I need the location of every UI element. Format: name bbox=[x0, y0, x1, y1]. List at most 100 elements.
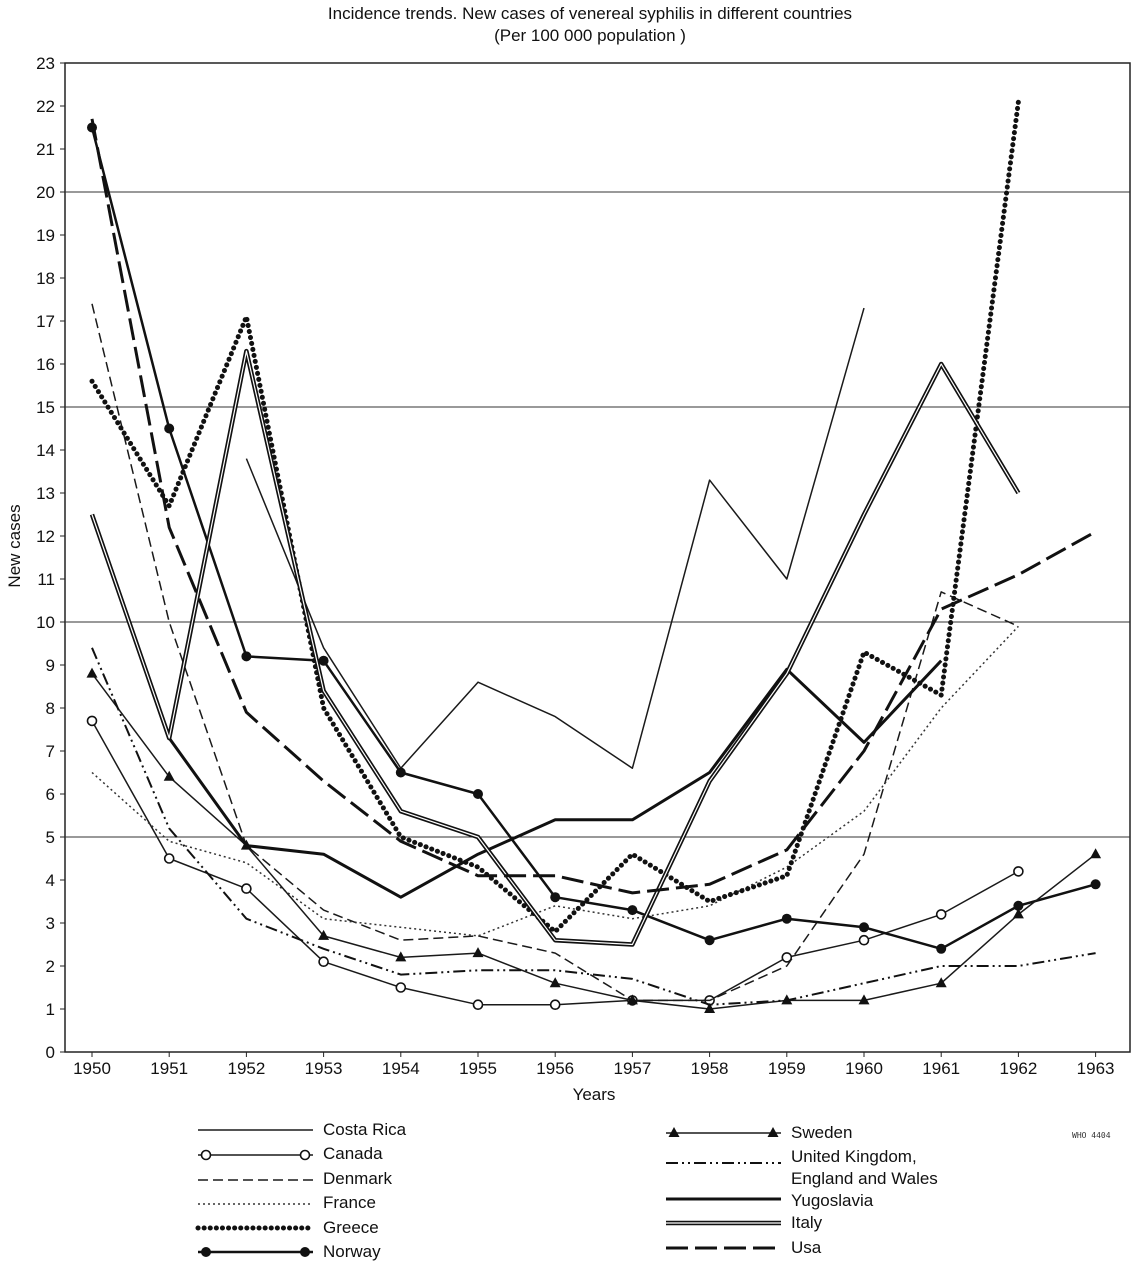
point-sweden-1950 bbox=[86, 667, 98, 678]
series-line-norway bbox=[90, 127, 1096, 951]
point-norway-1958 bbox=[704, 935, 715, 946]
point-sweden-1956 bbox=[549, 977, 561, 988]
legend-label-yugoslavia: Yugoslavia bbox=[791, 1191, 874, 1210]
x-tick-label-1961: 1961 bbox=[922, 1059, 960, 1078]
point-norway-1952 bbox=[241, 651, 252, 662]
point-norway-1959 bbox=[781, 913, 792, 924]
y-tick-label-11: 11 bbox=[37, 570, 55, 589]
x-tick-label-1953: 1953 bbox=[305, 1059, 343, 1078]
x-tick-label-1950: 1950 bbox=[73, 1059, 111, 1078]
legend-label-italy: Italy bbox=[791, 1213, 823, 1232]
point-canada-1953 bbox=[318, 956, 329, 968]
legend-label-norway: Norway bbox=[323, 1242, 381, 1261]
y-tick-label-12: 12 bbox=[36, 527, 55, 546]
y-tick-label-19: 19 bbox=[36, 226, 55, 245]
x-tick-label-1954: 1954 bbox=[382, 1059, 420, 1078]
y-tick-label-6: 6 bbox=[46, 785, 55, 804]
point-canada-1961 bbox=[935, 909, 947, 920]
y-tick-label-10: 10 bbox=[36, 613, 55, 632]
point-sweden-1960 bbox=[858, 994, 870, 1005]
point-sweden-1954 bbox=[395, 951, 407, 962]
point-sweden-1953 bbox=[318, 929, 330, 940]
point-sweden-1962 bbox=[1012, 908, 1024, 919]
series-line-uk bbox=[91, 647, 1096, 1006]
series-line-yugoslavia bbox=[90, 514, 943, 899]
x-tick-label-1955: 1955 bbox=[459, 1059, 497, 1078]
point-sweden-1961 bbox=[935, 977, 947, 988]
x-axis-label: Years bbox=[573, 1085, 616, 1104]
legend-label-costa-rica: Costa Rica bbox=[323, 1120, 407, 1139]
point-norway-1962 bbox=[1013, 900, 1024, 911]
y-tick-label-21: 21 bbox=[36, 140, 55, 159]
legend-label-france: France bbox=[323, 1193, 376, 1212]
y-tick-label-3: 3 bbox=[46, 914, 55, 933]
legend-label-usa: Usa bbox=[791, 1238, 822, 1257]
point-norway-1955 bbox=[473, 789, 483, 799]
legend-marker-sweden-b bbox=[767, 1127, 779, 1137]
y-tick-label-2: 2 bbox=[46, 957, 55, 976]
y-tick-label-5: 5 bbox=[46, 828, 55, 847]
legend-label-uk-line1: United Kingdom, bbox=[791, 1147, 917, 1166]
series-line-italy bbox=[89, 348, 1021, 947]
point-norway-1951 bbox=[164, 423, 175, 434]
legend-marker-sweden-a bbox=[668, 1127, 680, 1137]
point-canada-1962 bbox=[1013, 866, 1024, 877]
y-tick-label-18: 18 bbox=[36, 269, 55, 288]
series-line-canada bbox=[91, 720, 1019, 1006]
x-tick-label-1951: 1951 bbox=[150, 1059, 188, 1078]
who-stamp: WHO 4404 bbox=[1072, 1131, 1111, 1140]
y-tick-label-14: 14 bbox=[36, 441, 55, 460]
point-norway-1960 bbox=[859, 922, 869, 933]
y-tick-label-23: 23 bbox=[36, 54, 55, 73]
x-tick-label-1958: 1958 bbox=[691, 1059, 729, 1078]
y-tick-label-9: 9 bbox=[46, 656, 55, 675]
series-line-france bbox=[91, 625, 1019, 937]
chart-subtitle: (Per 100 000 population ) bbox=[494, 26, 686, 45]
legend-label-canada: Canada bbox=[323, 1144, 383, 1163]
legend-marker-norway-a bbox=[201, 1247, 211, 1257]
point-canada-1959 bbox=[781, 952, 793, 963]
point-norway-1954 bbox=[395, 767, 406, 778]
y-tick-label-7: 7 bbox=[46, 742, 55, 761]
y-tick-label-4: 4 bbox=[46, 871, 55, 890]
point-canada-1952 bbox=[241, 883, 252, 894]
point-sweden-1957 bbox=[626, 994, 638, 1005]
y-tick-label-16: 16 bbox=[36, 355, 55, 374]
point-canada-1960 bbox=[858, 934, 870, 946]
plot-frame bbox=[64, 62, 1131, 1053]
legend-marker-norway-b bbox=[300, 1247, 310, 1257]
y-tick-label-15: 15 bbox=[36, 398, 55, 417]
x-tick-label-1957: 1957 bbox=[613, 1059, 651, 1078]
legend-label-greece: Greece bbox=[323, 1218, 379, 1237]
point-norway-1956 bbox=[550, 892, 561, 903]
point-canada-1954 bbox=[395, 982, 407, 993]
y-tick-label-17: 17 bbox=[36, 312, 55, 331]
y-tick-label-13: 13 bbox=[36, 484, 55, 503]
legend-marker-canada-a bbox=[200, 1149, 212, 1161]
point-sweden-1963 bbox=[1090, 848, 1102, 859]
legend-label-sweden: Sweden bbox=[791, 1123, 853, 1142]
x-tick-label-1962: 1962 bbox=[999, 1059, 1037, 1078]
series-line-italy-inner bbox=[91, 350, 1019, 946]
point-canada-1951 bbox=[163, 853, 175, 864]
point-canada-1955 bbox=[472, 999, 484, 1011]
y-tick-label-0: 0 bbox=[46, 1043, 55, 1062]
y-tick-label-1: 1 bbox=[46, 1000, 55, 1019]
legend-marker-canada-b bbox=[299, 1149, 311, 1161]
point-sweden-1955 bbox=[472, 947, 484, 958]
legend-label-denmark: Denmark bbox=[323, 1169, 392, 1188]
y-tick-label-22: 22 bbox=[36, 97, 55, 116]
point-canada-1950 bbox=[86, 715, 98, 727]
point-sweden-1958 bbox=[704, 1003, 716, 1013]
x-tick-label-1956: 1956 bbox=[536, 1059, 574, 1078]
y-tick-label-20: 20 bbox=[36, 183, 55, 202]
point-norway-1957 bbox=[627, 905, 638, 916]
legend-label-uk-line2: England and Wales bbox=[791, 1169, 938, 1188]
x-tick-label-1952: 1952 bbox=[227, 1059, 265, 1078]
point-norway-1963 bbox=[1090, 879, 1101, 890]
point-sweden-1951 bbox=[163, 770, 175, 781]
point-norway-1961 bbox=[936, 943, 947, 954]
x-tick-label-1963: 1963 bbox=[1077, 1059, 1115, 1078]
x-tick-label-1960: 1960 bbox=[845, 1059, 883, 1078]
